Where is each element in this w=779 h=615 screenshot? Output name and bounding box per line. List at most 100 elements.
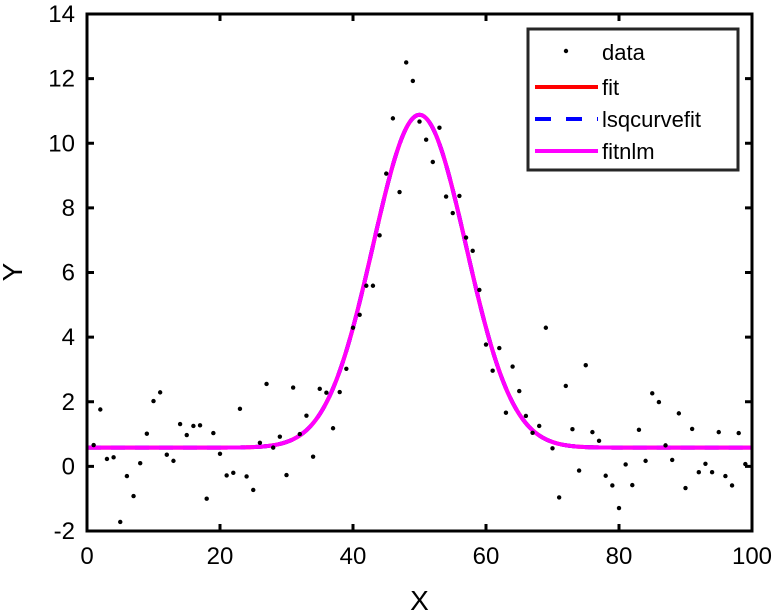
data-point: [91, 442, 96, 448]
data-point: [537, 423, 542, 429]
data-point: [231, 470, 236, 476]
data-point: [517, 388, 522, 394]
data-point: [510, 364, 515, 369]
data-point: [523, 413, 529, 419]
data-point: [636, 427, 642, 433]
data-point: [370, 283, 376, 288]
data-point: [563, 383, 568, 389]
data-point: [417, 119, 422, 124]
data-point: [703, 461, 708, 466]
data-point: [277, 434, 283, 439]
data-point: [111, 455, 116, 460]
data-point: [237, 406, 243, 412]
data-point: [271, 445, 276, 450]
data-point: [264, 381, 269, 387]
data-point: [397, 189, 402, 195]
data-point: [596, 438, 602, 444]
data-point: [616, 505, 622, 511]
data-point: [430, 159, 435, 165]
data-point: [443, 194, 449, 199]
x-tick-label: 40: [340, 543, 367, 570]
y-tick-label: 8: [62, 195, 75, 222]
data-point: [709, 469, 715, 475]
y-tick-label: 0: [62, 453, 75, 480]
data-point: [164, 452, 169, 457]
data-point: [251, 487, 256, 493]
data-point: [324, 390, 329, 395]
data-point: [543, 325, 549, 330]
x-axis-ticks: 0 20 40 60 80 100: [80, 14, 772, 570]
data-point: [344, 366, 349, 371]
y-tick-label: 2: [62, 389, 75, 416]
data-point: [204, 496, 209, 501]
data-point: [297, 431, 302, 437]
data-point: [503, 410, 509, 415]
y-tick-label: 10: [48, 130, 75, 157]
x-axis-label: X: [410, 585, 429, 615]
data-point: [144, 431, 150, 436]
data-point: [650, 391, 655, 396]
data-point: [350, 325, 356, 330]
data-point: [623, 462, 628, 467]
data-point: [576, 468, 582, 473]
data-point: [736, 430, 741, 436]
x-tick-label: 60: [473, 543, 500, 570]
y-tick-label: 12: [48, 66, 75, 93]
data-point: [357, 312, 362, 318]
y-tick-label: 6: [62, 260, 75, 287]
legend-label: lsqcurvefit: [602, 107, 701, 132]
data-point: [337, 389, 342, 395]
data-point: [98, 407, 103, 412]
data-point: [437, 125, 442, 130]
legend-label: fitnlm: [602, 139, 655, 164]
data-point: [550, 446, 555, 451]
data-point: [556, 495, 562, 500]
data-point: [138, 460, 143, 466]
data-point: [463, 235, 469, 240]
data-point: [364, 283, 369, 288]
data-point: [404, 60, 409, 65]
data-point: [131, 493, 136, 499]
data-point: [184, 432, 189, 438]
y-tick-label: 14: [48, 1, 75, 28]
y-tick-label: -2: [54, 518, 75, 545]
fit-curves: [87, 112, 752, 450]
legend-label: fit: [602, 75, 619, 100]
data-point: [457, 193, 462, 199]
data-point: [497, 345, 502, 351]
data-point: [656, 399, 662, 405]
x-tick-label: 20: [207, 543, 234, 570]
data-point: [191, 423, 196, 429]
data-point: [683, 485, 688, 491]
data-point: [410, 78, 416, 84]
data-point: [470, 248, 475, 254]
data-point: [151, 398, 156, 404]
data-point: [304, 413, 309, 418]
data-point: [670, 457, 675, 463]
data-point: [423, 137, 429, 142]
data-point: [124, 473, 130, 479]
data-point: [177, 421, 183, 427]
data-point: [603, 473, 608, 478]
data-point: [490, 368, 495, 373]
data-point: [583, 363, 588, 368]
data-point: [244, 474, 249, 479]
data-point: [570, 427, 575, 432]
legend-label: data: [602, 40, 646, 65]
data-point: [224, 473, 229, 478]
fitnlm-curve: [87, 112, 752, 450]
data-point: [317, 386, 322, 392]
data-point: [723, 473, 728, 479]
data-points: [91, 60, 748, 525]
data-point: [257, 440, 263, 445]
data-point: [284, 472, 289, 478]
data-point: [450, 210, 455, 216]
data-point: [729, 483, 735, 488]
data-point: [330, 426, 336, 431]
data-point: [310, 454, 316, 459]
data-point: [377, 233, 382, 238]
data-point: [171, 458, 176, 464]
x-tick-label: 80: [606, 543, 633, 570]
data-point: [663, 443, 668, 448]
